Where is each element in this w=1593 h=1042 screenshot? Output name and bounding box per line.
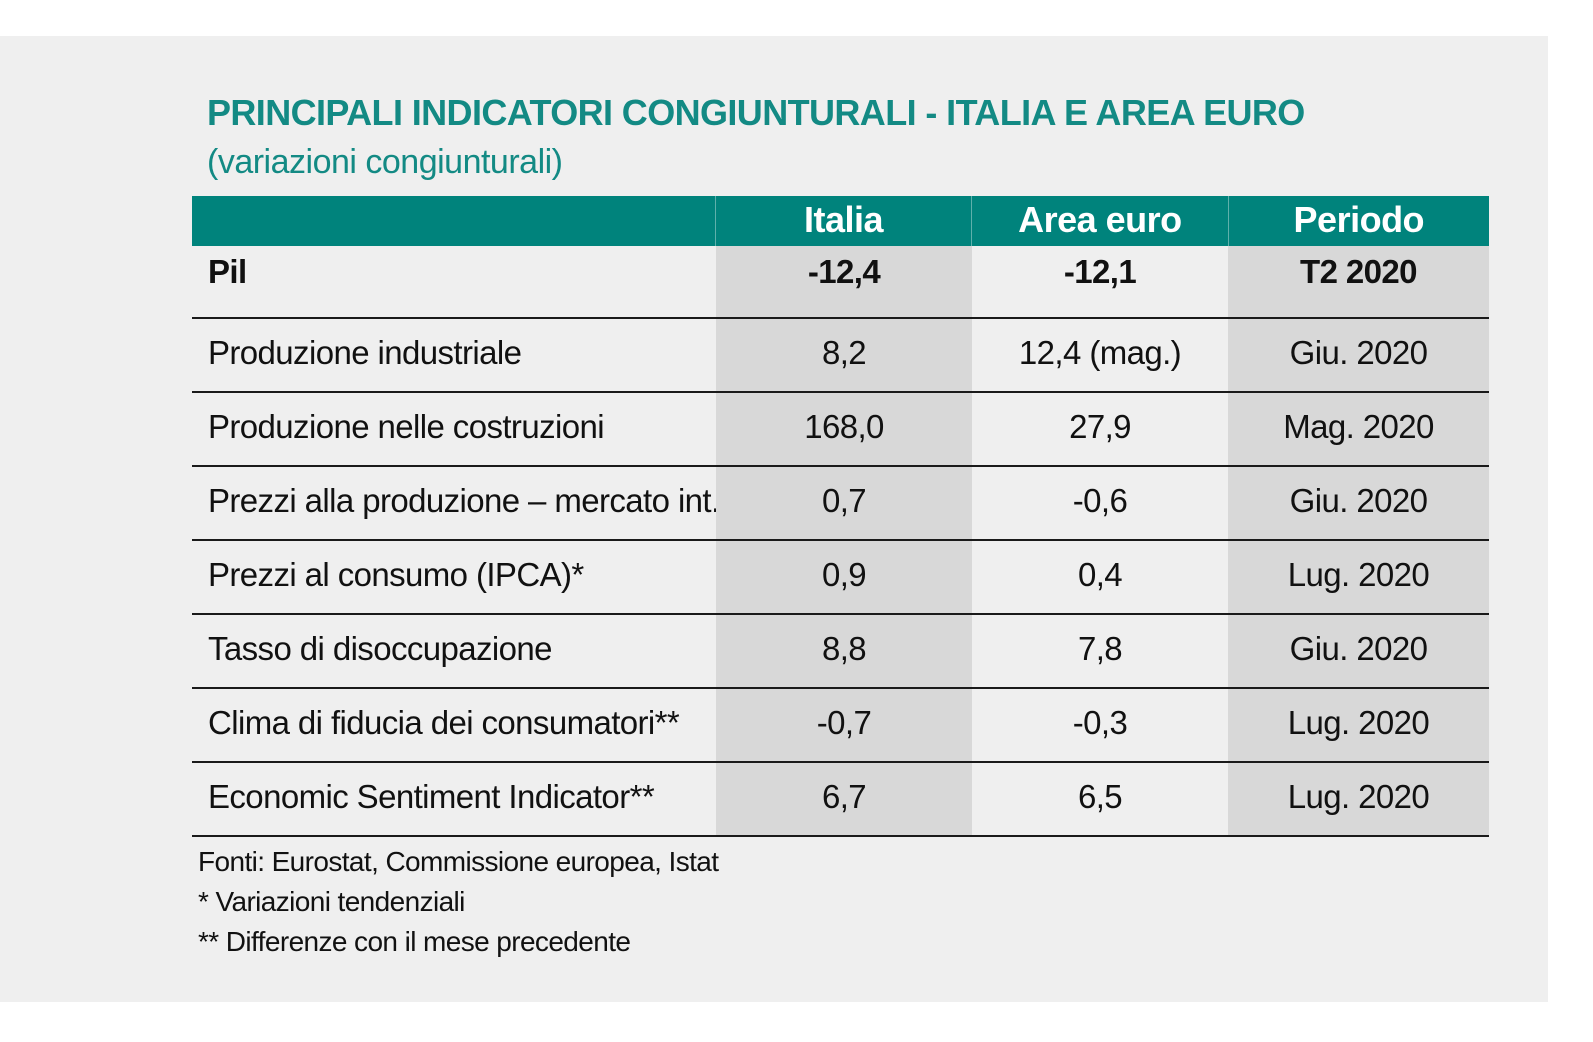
table-row: Prezzi al consumo (IPCA)* 0,9 0,4 Lug. 2…: [192, 541, 1489, 615]
row-label: Prezzi alla produzione – mercato int.: [208, 482, 720, 519]
note-double-asterisk: ** Differenze con il mese precedente: [198, 926, 631, 957]
cell-area-euro: -0,3: [1072, 704, 1128, 741]
cell-area-euro: 7,8: [1077, 630, 1123, 667]
cell-italia: -12,4: [716, 246, 972, 317]
cell-periodo: Lug. 2020: [1228, 541, 1489, 613]
cell-periodo: Giu. 2020: [1228, 319, 1489, 391]
header-cell-italia: Italia: [714, 196, 971, 246]
row-label: Produzione nelle costruzioni: [208, 408, 605, 445]
cell-italia: 8,2: [716, 319, 972, 391]
cell-periodo: Lug. 2020: [1228, 689, 1489, 761]
table-row: Prezzi alla produzione – mercato int. 0,…: [192, 467, 1489, 541]
cell-periodo: Mag. 2020: [1228, 393, 1489, 465]
header-cell-area-euro: Area euro: [971, 196, 1227, 246]
cell-italia: 0,7: [716, 467, 972, 539]
cell-italia: -0,7: [716, 689, 972, 761]
cell-italia: 168,0: [716, 393, 972, 465]
cell-area-euro: -0,6: [1072, 482, 1128, 519]
cell-area-euro: -12,1: [1063, 253, 1137, 290]
indicators-table: Italia Area euro Periodo Pil -12,4 -12,1…: [192, 196, 1489, 837]
source-notes: Fonti: Eurostat, Commissione europea, Is…: [198, 842, 719, 962]
table-row: Produzione nelle costruzioni 168,0 27,9 …: [192, 393, 1489, 467]
cell-periodo: Giu. 2020: [1228, 615, 1489, 687]
row-label: Produzione industriale: [208, 334, 522, 371]
note-single-asterisk: * Variazioni tendenziali: [198, 886, 465, 917]
cell-area-euro: 12,4 (mag.): [1018, 334, 1182, 371]
cell-italia: 8,8: [716, 615, 972, 687]
note-sources: Fonti: Eurostat, Commissione europea, Is…: [198, 846, 719, 877]
table-row: Economic Sentiment Indicator** 6,7 6,5 L…: [192, 763, 1489, 837]
cell-area-euro: 0,4: [1077, 556, 1123, 593]
table-row: Clima di fiducia dei consumatori** -0,7 …: [192, 689, 1489, 763]
cell-italia: 0,9: [716, 541, 972, 613]
page-subtitle: (variazioni congiunturali): [207, 143, 563, 181]
table-header: Italia Area euro Periodo: [192, 196, 1489, 246]
cell-area-euro: 6,5: [1077, 778, 1123, 815]
row-label: Prezzi al consumo (IPCA)*: [208, 556, 584, 593]
row-label: Economic Sentiment Indicator**: [208, 778, 655, 815]
table-row: Produzione industriale 8,2 12,4 (mag.) G…: [192, 319, 1489, 393]
page-title: PRINCIPALI INDICATORI CONGIUNTURALI - IT…: [207, 92, 1305, 133]
header-cell-empty: [192, 196, 715, 246]
cell-periodo: Giu. 2020: [1228, 467, 1489, 539]
cell-italia: 6,7: [716, 763, 972, 835]
cell-periodo: T2 2020: [1228, 246, 1489, 317]
row-label: Pil: [208, 253, 247, 290]
row-label: Clima di fiducia dei consumatori**: [208, 704, 680, 741]
table-row: Pil -12,4 -12,1 T2 2020: [192, 246, 1489, 319]
cell-periodo: Lug. 2020: [1228, 763, 1489, 835]
cell-area-euro: 27,9: [1069, 408, 1131, 445]
header-cell-periodo: Periodo: [1227, 196, 1489, 246]
row-label: Tasso di disoccupazione: [208, 630, 553, 667]
table-row: Tasso di disoccupazione 8,8 7,8 Giu. 202…: [192, 615, 1489, 689]
